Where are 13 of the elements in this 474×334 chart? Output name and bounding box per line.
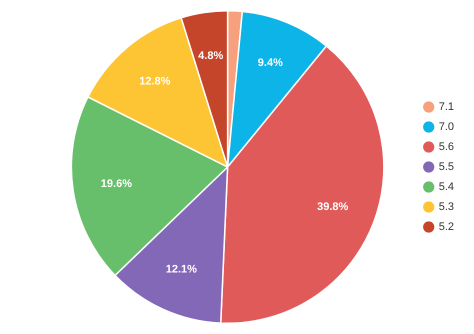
legend-label: 7.1 <box>438 101 454 114</box>
data-label: 9.4% <box>258 56 284 69</box>
data-label: 12.1% <box>166 264 198 276</box>
data-label: 19.6% <box>100 178 132 190</box>
data-label: 12.8% <box>139 75 171 88</box>
legend-label: 5.2 <box>438 221 454 234</box>
legend-label: 5.4 <box>438 181 454 194</box>
legend-label: 7.0 <box>438 121 454 134</box>
legend-label: 5.6 <box>438 141 454 154</box>
legend-label: 5.3 <box>438 201 454 214</box>
data-label: 4.8% <box>198 50 224 62</box>
data-label: 39.8% <box>317 201 349 214</box>
legend-label: 5.5 <box>438 161 454 174</box>
